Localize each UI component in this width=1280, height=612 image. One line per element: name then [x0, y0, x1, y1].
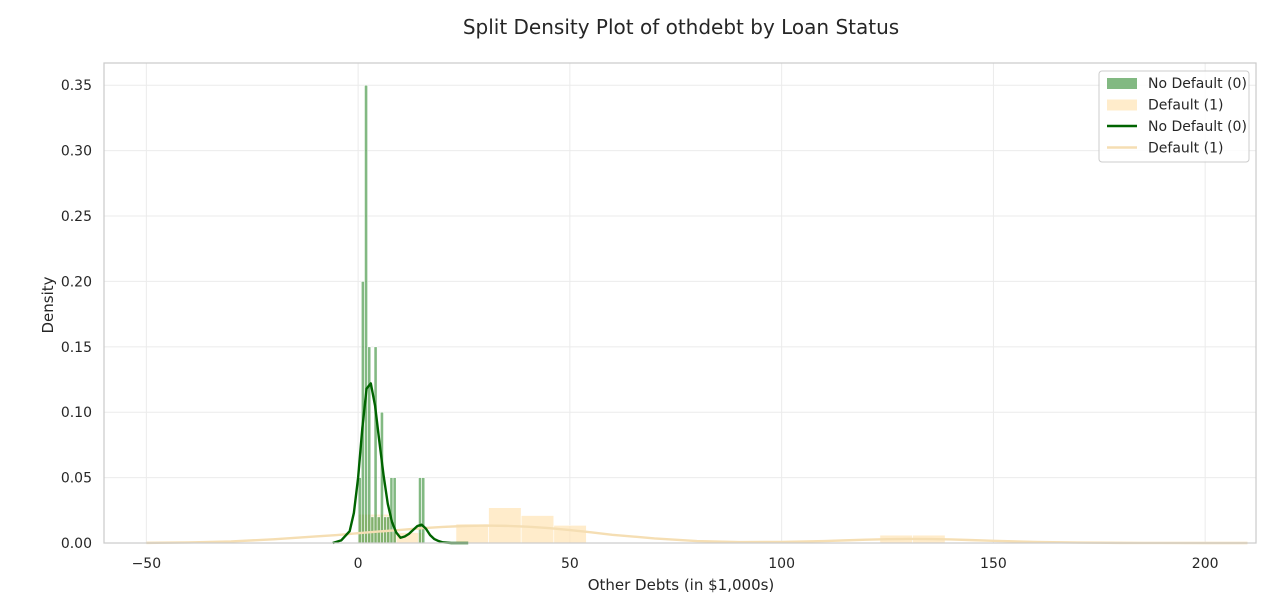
grid-lines	[104, 63, 1256, 544]
histogram-bar-no-default	[421, 477, 426, 544]
legend-label: Default (1)	[1148, 141, 1223, 157]
y-tick-label: 0.25	[61, 209, 92, 225]
x-tick-label: −50	[132, 556, 162, 572]
x-tick-label: 0	[354, 556, 363, 572]
legend-label: No Default (0)	[1148, 76, 1247, 92]
kde-lines	[146, 382, 1248, 545]
x-tick-label: 200	[1192, 556, 1219, 572]
histogram-no-default	[357, 84, 426, 544]
legend-label: No Default (0)	[1148, 119, 1247, 135]
x-axis-label: Other Debts (in $1,000s)	[588, 576, 775, 594]
x-tick-label: 150	[980, 556, 1007, 572]
y-tick-label: 0.30	[61, 144, 92, 160]
y-tick-label: 0.15	[61, 340, 92, 356]
kde-line-default	[146, 524, 1248, 545]
histogram-bar-no-default	[376, 516, 381, 544]
y-tick-label: 0.35	[61, 78, 92, 94]
y-tick-label: 0.05	[61, 471, 92, 487]
x-tick-label: 50	[561, 556, 579, 572]
legend-patch-default	[1107, 99, 1137, 111]
legend-label: Default (1)	[1148, 98, 1223, 114]
chart-title: Split Density Plot of othdebt by Loan St…	[463, 15, 899, 39]
x-tick-label: 100	[768, 556, 795, 572]
y-axis-label: Density	[39, 276, 57, 333]
legend-patch-no-default	[1107, 78, 1137, 89]
y-tick-label: 0.00	[61, 536, 92, 552]
y-tick-label: 0.10	[61, 405, 92, 421]
histogram-bar-no-default	[373, 346, 378, 544]
x-axis-ticks: −50 0 50 100 150 200	[132, 556, 1219, 572]
histogram-bar-no-default	[370, 516, 375, 544]
legend: No Default (0) Default (1) No Default (0) D…	[1098, 70, 1250, 163]
y-axis-ticks: 0.00 0.05 0.10 0.15 0.20 0.25 0.30 0.35	[61, 78, 92, 552]
kde-line-no-default	[332, 382, 469, 545]
histogram-bar-no-default	[364, 84, 368, 544]
plot-frame	[103, 62, 1257, 544]
histogram-bar-no-default	[418, 477, 422, 544]
legend-box	[1098, 70, 1250, 163]
histogram-bar-no-default	[367, 346, 372, 544]
y-tick-label: 0.20	[61, 274, 92, 290]
